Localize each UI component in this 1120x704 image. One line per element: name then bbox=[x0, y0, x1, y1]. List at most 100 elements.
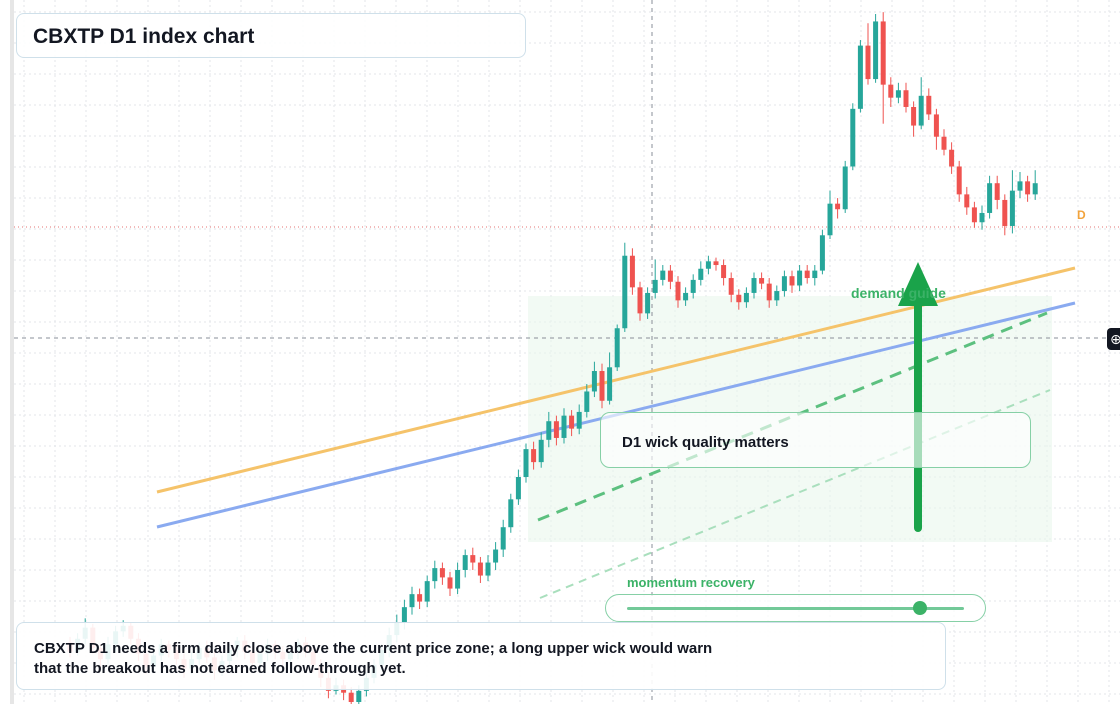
candle[interactable] bbox=[432, 560, 438, 589]
candle-body bbox=[850, 108, 856, 167]
candle-body bbox=[493, 549, 499, 563]
candle[interactable] bbox=[667, 265, 673, 290]
candle[interactable] bbox=[956, 160, 962, 202]
candle[interactable] bbox=[614, 324, 620, 372]
candle[interactable] bbox=[538, 432, 544, 468]
candle[interactable] bbox=[804, 265, 810, 284]
candle[interactable] bbox=[1009, 170, 1015, 234]
candle[interactable] bbox=[918, 77, 924, 130]
candle-body bbox=[500, 527, 506, 550]
candle[interactable] bbox=[812, 265, 818, 286]
candle[interactable] bbox=[880, 12, 886, 124]
candle-body bbox=[569, 415, 575, 429]
candle[interactable] bbox=[781, 270, 787, 297]
candle[interactable] bbox=[705, 255, 711, 275]
candle[interactable] bbox=[850, 103, 856, 171]
candle[interactable] bbox=[751, 272, 757, 299]
candle[interactable] bbox=[819, 229, 825, 275]
candle[interactable] bbox=[774, 285, 780, 306]
candle-body bbox=[751, 278, 757, 293]
candle[interactable] bbox=[971, 201, 977, 228]
candle[interactable] bbox=[629, 248, 635, 295]
candle[interactable] bbox=[569, 410, 575, 437]
candle[interactable] bbox=[683, 287, 689, 306]
candle[interactable] bbox=[766, 278, 772, 308]
candle[interactable] bbox=[1025, 175, 1031, 202]
candle[interactable] bbox=[439, 562, 445, 585]
candle[interactable] bbox=[584, 384, 590, 418]
candle[interactable] bbox=[546, 411, 552, 448]
candle[interactable] bbox=[424, 575, 430, 608]
callout-card[interactable]: D1 wick quality matters bbox=[600, 412, 1031, 468]
momentum-slider[interactable] bbox=[605, 594, 986, 622]
candle[interactable] bbox=[637, 281, 643, 321]
candle[interactable] bbox=[645, 287, 651, 319]
candle[interactable] bbox=[477, 556, 483, 583]
candle[interactable] bbox=[622, 242, 628, 332]
candle[interactable] bbox=[591, 361, 597, 398]
candle[interactable] bbox=[485, 555, 491, 582]
candle[interactable] bbox=[941, 129, 947, 156]
candle[interactable] bbox=[857, 40, 863, 113]
candle-body bbox=[485, 562, 491, 576]
candle[interactable] bbox=[1017, 172, 1023, 199]
candle[interactable] bbox=[447, 571, 453, 597]
candle[interactable] bbox=[1002, 194, 1008, 236]
candle[interactable] bbox=[553, 415, 559, 446]
candle-body bbox=[409, 594, 415, 608]
candle-body bbox=[599, 371, 605, 401]
candle[interactable] bbox=[500, 519, 506, 557]
candle[interactable] bbox=[523, 443, 529, 483]
candle[interactable] bbox=[599, 363, 605, 409]
candle[interactable] bbox=[835, 198, 841, 219]
candle[interactable] bbox=[721, 259, 727, 286]
candle[interactable] bbox=[964, 186, 970, 215]
candle[interactable] bbox=[515, 469, 521, 505]
candle-body bbox=[622, 255, 628, 329]
series-badge[interactable]: D bbox=[1077, 208, 1086, 222]
candle[interactable] bbox=[743, 287, 749, 308]
candle[interactable] bbox=[759, 272, 765, 290]
candle[interactable] bbox=[417, 588, 423, 610]
candle[interactable] bbox=[873, 14, 879, 83]
candle[interactable] bbox=[903, 82, 909, 113]
candle[interactable] bbox=[690, 274, 696, 299]
candle[interactable] bbox=[888, 77, 894, 107]
candle[interactable] bbox=[994, 175, 1000, 210]
candle[interactable] bbox=[736, 289, 742, 310]
candle[interactable] bbox=[531, 441, 537, 470]
candle[interactable] bbox=[1032, 170, 1038, 200]
candle[interactable] bbox=[949, 142, 955, 174]
candle[interactable] bbox=[797, 265, 803, 292]
dashed-trendline[interactable] bbox=[537, 311, 1048, 522]
candle[interactable] bbox=[789, 270, 795, 293]
candle[interactable] bbox=[455, 562, 461, 595]
candle[interactable] bbox=[933, 108, 939, 150]
candle[interactable] bbox=[895, 82, 901, 104]
candle[interactable] bbox=[493, 542, 499, 570]
candle[interactable] bbox=[660, 265, 666, 286]
candle[interactable] bbox=[926, 88, 932, 120]
candle[interactable] bbox=[607, 352, 613, 405]
candle-body bbox=[743, 292, 749, 303]
candle[interactable] bbox=[462, 549, 468, 578]
candle[interactable] bbox=[865, 23, 871, 85]
crosshair-icon[interactable]: ⊕ bbox=[1107, 328, 1120, 350]
candle[interactable] bbox=[508, 493, 514, 533]
candle[interactable] bbox=[987, 175, 993, 219]
candle[interactable] bbox=[675, 276, 681, 308]
candle[interactable] bbox=[713, 257, 719, 271]
candle[interactable] bbox=[652, 259, 658, 299]
candle[interactable] bbox=[409, 586, 415, 615]
momentum-knob[interactable] bbox=[913, 601, 928, 615]
candle[interactable] bbox=[827, 190, 833, 239]
candle[interactable] bbox=[842, 160, 848, 213]
candle[interactable] bbox=[698, 261, 704, 286]
candle[interactable] bbox=[561, 408, 567, 444]
candle[interactable] bbox=[576, 404, 582, 435]
candle[interactable] bbox=[911, 101, 917, 137]
candle[interactable] bbox=[470, 547, 476, 570]
candle[interactable] bbox=[979, 205, 985, 230]
candle[interactable] bbox=[728, 272, 734, 303]
candle[interactable] bbox=[348, 687, 354, 704]
